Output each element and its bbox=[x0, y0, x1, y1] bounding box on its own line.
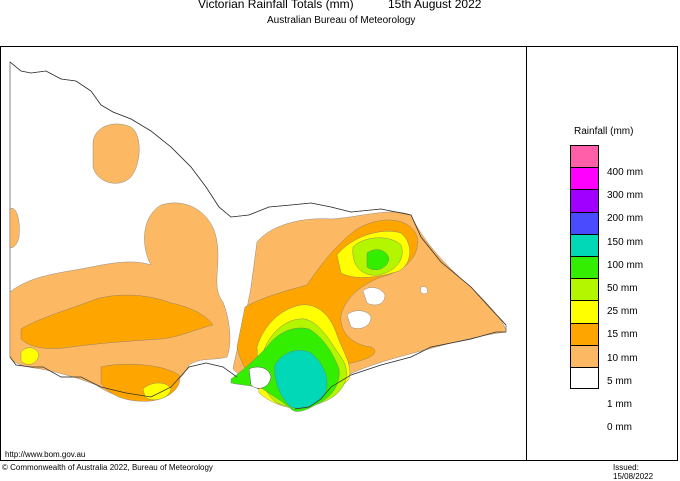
rainfall-legend bbox=[570, 145, 600, 390]
legend-label: 300 mm bbox=[607, 190, 644, 202]
legend-swatch bbox=[570, 278, 599, 301]
legend-swatch bbox=[570, 344, 599, 367]
rain-5mm-region bbox=[92, 123, 140, 184]
rain-10mm-region bbox=[100, 364, 180, 402]
legend-label: 10 mm bbox=[607, 352, 638, 364]
issued-date: Issued: 15/08/2022 bbox=[613, 463, 654, 481]
map-subtitle: Australian Bureau of Meteorology bbox=[267, 15, 416, 26]
legend-label: 200 mm bbox=[607, 213, 644, 225]
bom-url: http://www.bom.gov.au bbox=[5, 450, 86, 459]
legend-swatch bbox=[570, 167, 599, 190]
coastline bbox=[9, 331, 506, 410]
legend-label: 0 mm bbox=[607, 422, 632, 434]
victoria-rainfall-map bbox=[9, 61, 507, 412]
legend-label: 400 mm bbox=[607, 167, 644, 178]
dry-patch bbox=[362, 287, 386, 306]
legend-swatch bbox=[570, 322, 599, 345]
legend-swatch bbox=[570, 366, 599, 390]
legend-swatch bbox=[570, 189, 599, 212]
legend-label: 5 mm bbox=[607, 375, 632, 387]
legend-label: 150 mm bbox=[607, 236, 644, 248]
frame-divider bbox=[526, 46, 527, 461]
legend-swatch bbox=[570, 300, 599, 323]
port-phillip-bay bbox=[248, 366, 272, 389]
rain-15mm-region bbox=[142, 382, 172, 400]
rain-5mm-region bbox=[9, 208, 20, 248]
map-date: 15th August 2022 bbox=[388, 0, 482, 11]
rain-50mm-region bbox=[366, 249, 390, 270]
legend-label: 100 mm bbox=[607, 259, 644, 271]
rain-100mm-region bbox=[274, 350, 328, 409]
legend-swatch bbox=[570, 255, 599, 279]
legend-swatch bbox=[570, 233, 599, 256]
legend-label: 15 mm bbox=[607, 329, 638, 341]
legend-swatch bbox=[570, 145, 599, 168]
legend-title: Rainfall (mm) bbox=[574, 126, 634, 137]
rain-10mm-region bbox=[20, 294, 214, 349]
legend-swatch bbox=[570, 211, 599, 234]
rain-15mm-region bbox=[20, 347, 40, 365]
map-title: Victorian Rainfall Totals (mm) bbox=[198, 0, 354, 11]
legend-label: 50 mm bbox=[607, 283, 638, 294]
legend-label: 25 mm bbox=[607, 306, 638, 318]
legend-label: 1 mm bbox=[607, 399, 632, 410]
map-frame bbox=[0, 46, 678, 461]
nsw-border bbox=[9, 61, 507, 326]
dry-patch bbox=[346, 310, 372, 329]
copyright-notice: © Commonwealth of Australia 2022, Bureau… bbox=[2, 463, 213, 472]
dry-patch bbox=[420, 286, 428, 294]
